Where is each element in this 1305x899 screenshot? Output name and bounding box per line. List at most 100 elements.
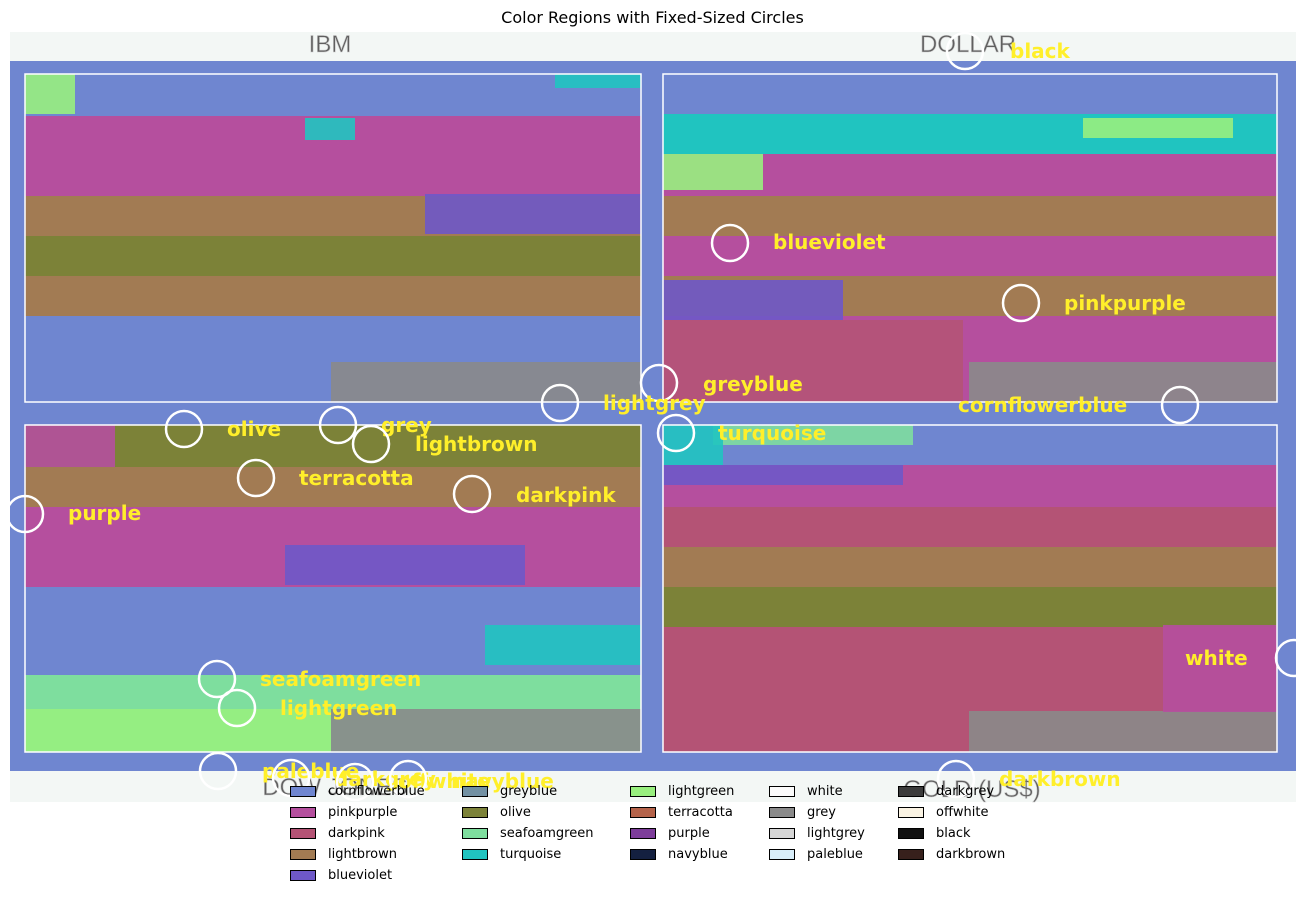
region-marker-lightgrey: lightgrey: [540, 383, 706, 423]
region-marker-lightbrown: lightbrown: [351, 424, 537, 464]
circle-marker: [936, 759, 976, 799]
circle-marker: [452, 474, 492, 514]
circle-label: grey: [381, 413, 432, 437]
panel-gold: [662, 424, 1278, 753]
legend-label: seafoamgreen: [500, 826, 594, 841]
circle-label: olive: [227, 417, 281, 441]
legend-swatch: [769, 786, 795, 797]
panel-ibm: [24, 73, 642, 403]
circle-marker: [388, 759, 428, 799]
circle-marker: [639, 363, 679, 403]
circle-marker: [164, 409, 204, 449]
legend-swatch: [769, 807, 795, 818]
region-marker-cornflowerblue: cornflowerblue: [958, 385, 1200, 425]
circle-label: lightgrey: [603, 391, 706, 415]
circle-label: terracotta: [299, 466, 414, 490]
circle-marker: [1160, 385, 1200, 425]
legend-swatch: [290, 849, 316, 860]
circle-marker: [318, 405, 358, 445]
legend-label: greyblue: [500, 784, 558, 799]
circle-marker: [656, 413, 696, 453]
panel-title-dollar: DOLLAR: [920, 31, 1016, 58]
region-marker-paleblue: paleblue: [198, 751, 359, 791]
region-marker-lightgreen: lightgreen: [217, 688, 397, 728]
legend-swatch: [290, 870, 316, 881]
circle-label: seafoamgreen: [260, 667, 421, 691]
legend-label: cornflowerblue: [328, 784, 425, 799]
circle-label: purple: [68, 501, 141, 525]
legend-swatch: [462, 786, 488, 797]
circle-label: turquoise: [718, 421, 826, 445]
legend-swatch: [630, 807, 656, 818]
region-marker-greyblue: greyblue: [639, 363, 803, 403]
region-marker-terracotta: terracotta: [236, 458, 414, 498]
circle-label: darkgrey: [334, 767, 436, 791]
circle-marker: [197, 659, 237, 699]
legend-swatch: [769, 849, 795, 860]
legend-label: grey: [807, 805, 837, 820]
circle-marker: [5, 494, 45, 534]
legend-label: offwhite: [936, 805, 989, 820]
legend-swatch: [462, 849, 488, 860]
legend-label: paleblue: [807, 847, 863, 862]
region-marker-blueviolet: blueviolet: [710, 223, 886, 263]
region-marker-white: white: [1185, 638, 1305, 678]
region-marker-darkbrown: darkbrown: [936, 759, 1121, 799]
circle-label: black: [1010, 39, 1071, 63]
circle-label: darkpink: [516, 483, 616, 507]
circle-marker: [335, 762, 375, 802]
circle-marker: [710, 223, 750, 263]
legend-label: darkpink: [328, 826, 385, 841]
circle-marker: [1001, 283, 1041, 323]
circle-marker: [217, 688, 257, 728]
legend-swatch: [898, 828, 924, 839]
region-marker-pinkpurple: pinkpurple: [1001, 283, 1186, 323]
legend-swatch: [462, 828, 488, 839]
legend-label: lightgreen: [668, 784, 735, 799]
region-marker-grey: grey: [318, 405, 432, 445]
legend-label: black: [936, 826, 971, 841]
region-marker-olive: olive: [164, 409, 281, 449]
legend-label: terracotta: [668, 805, 733, 820]
region-marker-seafoamgreen: seafoamgreen: [197, 659, 421, 699]
legend-swatch: [898, 786, 924, 797]
circle-marker: [1274, 638, 1305, 678]
circle-marker: [351, 424, 391, 464]
legend-label: purple: [668, 826, 710, 841]
circle-label: paleblue: [262, 759, 359, 783]
circle-marker: [198, 751, 238, 791]
region-marker-darkpink: darkpink: [452, 474, 616, 514]
legend-label: white: [807, 784, 843, 799]
legend-swatch: [290, 786, 316, 797]
panel-dollar: [662, 73, 1278, 403]
legend-swatch: [630, 828, 656, 839]
legend-label: lightgrey: [807, 826, 865, 841]
circle-label: blueviolet: [773, 230, 886, 254]
circle-marker: [540, 383, 580, 423]
legend-swatch: [630, 849, 656, 860]
legend-swatch: [462, 807, 488, 818]
legend-label: olive: [500, 805, 531, 820]
region-marker-turquoise: turquoise: [656, 413, 826, 453]
legend-swatch: [898, 807, 924, 818]
legend-label: turquoise: [500, 847, 562, 862]
panel-dow-jones: [24, 424, 642, 753]
legend-swatch: [898, 849, 924, 860]
legend-label: lightbrown: [328, 847, 397, 862]
figure-title: Color Regions with Fixed-Sized Circles: [501, 8, 804, 27]
legend-label: darkgrey: [936, 784, 995, 799]
legend-swatch: [769, 828, 795, 839]
legend-label: pinkpurple: [328, 805, 398, 820]
legend-swatch: [290, 828, 316, 839]
circle-label: lightbrown: [415, 432, 537, 456]
circle-label: darkbrown: [999, 767, 1121, 791]
legend-swatch: [630, 786, 656, 797]
legend-label: navyblue: [668, 847, 728, 862]
circle-label: lightgreen: [280, 696, 397, 720]
legend-label: darkbrown: [936, 847, 1006, 862]
circle-label: pinkpurple: [1064, 291, 1186, 315]
circle-marker: [236, 458, 276, 498]
panel-title-ibm: IBM: [309, 31, 352, 58]
panel-title-dow-jones: DOW JONES: [262, 774, 407, 801]
